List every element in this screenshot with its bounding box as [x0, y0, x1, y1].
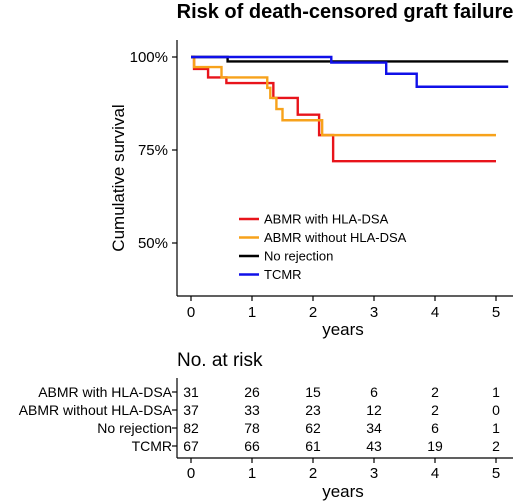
risk-row-label: ABMR without HLA-DSA [19, 402, 173, 418]
risk-row-label: No rejection [97, 420, 172, 436]
risk-x-tick-label: 1 [248, 465, 256, 482]
risk-table-axes [176, 378, 513, 459]
risk-cell: 31 [183, 384, 199, 400]
series-line-abmr-with-hla-dsa [191, 55, 496, 163]
x-tick-label: 2 [309, 304, 317, 321]
x-tick-label: 5 [492, 304, 500, 321]
y-tick-label: 75% [138, 142, 168, 159]
risk-cell: 0 [492, 402, 500, 418]
risk-row-label: ABMR with HLA-DSA [38, 384, 172, 400]
risk-x-tick-label: 3 [370, 465, 378, 482]
risk-cell: 37 [183, 402, 199, 418]
series-line-abmr-without-hla-dsa [191, 55, 496, 137]
risk-row-label: TCMR [132, 438, 172, 454]
risk-cell: 67 [183, 438, 199, 454]
risk-cell: 34 [366, 420, 382, 436]
risk-cell: 61 [305, 438, 321, 454]
x-tick-label: 4 [431, 304, 439, 321]
legend-label: ABMR without HLA-DSA [264, 230, 407, 245]
y-axis-ticks: 50% 75% 100% [130, 49, 177, 252]
risk-cell: 6 [431, 420, 439, 436]
legend-label: TCMR [264, 267, 302, 282]
risk-cell: 82 [183, 420, 199, 436]
risk-cell: 1 [492, 420, 500, 436]
risk-x-tick-label: 5 [492, 465, 500, 482]
series-line-tcmr [191, 55, 509, 88]
risk-x-tick-label: 4 [431, 465, 439, 482]
risk-x-tick-label: 2 [309, 465, 317, 482]
risk-cell: 78 [244, 420, 260, 436]
risk-cell: 19 [427, 438, 443, 454]
x-tick-label: 0 [187, 304, 195, 321]
risk-x-axis-ticks: 0 1 2 3 4 5 [187, 458, 500, 482]
risk-table-title: No. at risk [177, 350, 263, 371]
risk-cell: 66 [244, 438, 260, 454]
risk-cell: 12 [366, 402, 382, 418]
y-tick-label: 100% [130, 49, 168, 66]
risk-x-axis-label: years [322, 482, 364, 501]
y-tick-label: 50% [138, 235, 168, 252]
y-axis-label: Cumulative survival [109, 104, 128, 251]
risk-cell: 23 [305, 402, 321, 418]
risk-cell: 2 [431, 402, 439, 418]
x-tick-label: 1 [248, 304, 256, 321]
risk-cell: 2 [431, 384, 439, 400]
risk-cell: 6 [370, 384, 378, 400]
risk-cell: 33 [244, 402, 260, 418]
x-axis-label: years [322, 320, 364, 339]
risk-x-tick-label: 0 [187, 465, 195, 482]
risk-cell: 2 [492, 438, 500, 454]
legend-label: No rejection [264, 249, 333, 264]
risk-cell: 26 [244, 384, 260, 400]
legend: ABMR with HLA-DSA ABMR without HLA-DSA No … [239, 212, 407, 282]
risk-cell: 62 [305, 420, 321, 436]
x-axis-ticks: 0 1 2 3 4 5 [187, 296, 500, 321]
x-tick-label: 3 [370, 304, 378, 321]
chart-title: Risk of death-censored graft failure [177, 1, 514, 23]
risk-cell: 15 [305, 384, 321, 400]
risk-cell: 43 [366, 438, 382, 454]
legend-label: ABMR with HLA-DSA [264, 212, 389, 227]
survival-curves [191, 55, 509, 163]
risk-cell: 1 [492, 384, 500, 400]
plot-axes [176, 40, 513, 297]
